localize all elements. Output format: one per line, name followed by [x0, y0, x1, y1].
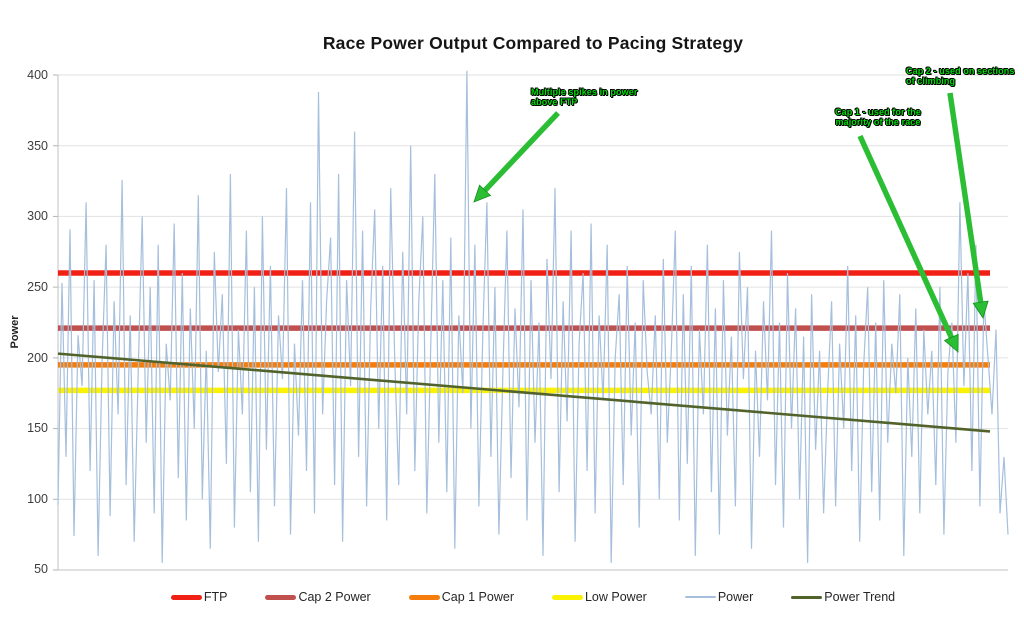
- y-tick-300: 300: [27, 209, 48, 223]
- ftp-line-swatch: [170, 594, 202, 600]
- legend-label-power: Power: [717, 590, 754, 604]
- legend-item-trend: Power Trend: [791, 590, 895, 604]
- legend-item-power: Power: [684, 590, 754, 604]
- legend-label-low: Low Power: [584, 590, 647, 604]
- y-tick-350: 350: [27, 139, 48, 153]
- legend-item-ftp: FTP: [170, 590, 228, 604]
- chart-title: Race Power Output Compared to Pacing Str…: [322, 33, 744, 53]
- annotation-spikes-above-ftp: Multiple spikes in power above FTP: [531, 87, 638, 108]
- legend-label-cap2: Cap 2 Power: [298, 590, 371, 604]
- y-tick-150: 150: [27, 421, 48, 435]
- y-tick-400: 400: [27, 68, 48, 82]
- y-tick-50: 50: [34, 562, 48, 576]
- power-trend-line-swatch: [791, 595, 823, 599]
- legend-item-cap2: Cap 2 Power: [265, 590, 371, 604]
- legend: FTP Cap 2 Power Cap 1 Power Low Power Po…: [58, 590, 1008, 604]
- legend-label-cap1: Cap 1 Power: [441, 590, 514, 604]
- y-tick-100: 100: [27, 492, 48, 506]
- y-tick-200: 200: [27, 351, 48, 365]
- annotation-cap1: Cap 1 - used for the majority of the rac…: [834, 107, 921, 128]
- cap2-line-swatch: [265, 594, 297, 600]
- power-line-swatch: [684, 596, 716, 598]
- legend-item-low: Low Power: [551, 590, 647, 604]
- low-power-line-swatch: [551, 594, 583, 600]
- legend-label-ftp: FTP: [203, 590, 228, 604]
- cap1-line-swatch: [408, 594, 440, 600]
- annotation-cap2: Cap 2 - used on sections of climbing: [906, 66, 1015, 87]
- y-tick-250: 250: [27, 280, 48, 294]
- legend-item-cap1: Cap 1 Power: [408, 590, 514, 604]
- legend-label-trend: Power Trend: [824, 590, 896, 604]
